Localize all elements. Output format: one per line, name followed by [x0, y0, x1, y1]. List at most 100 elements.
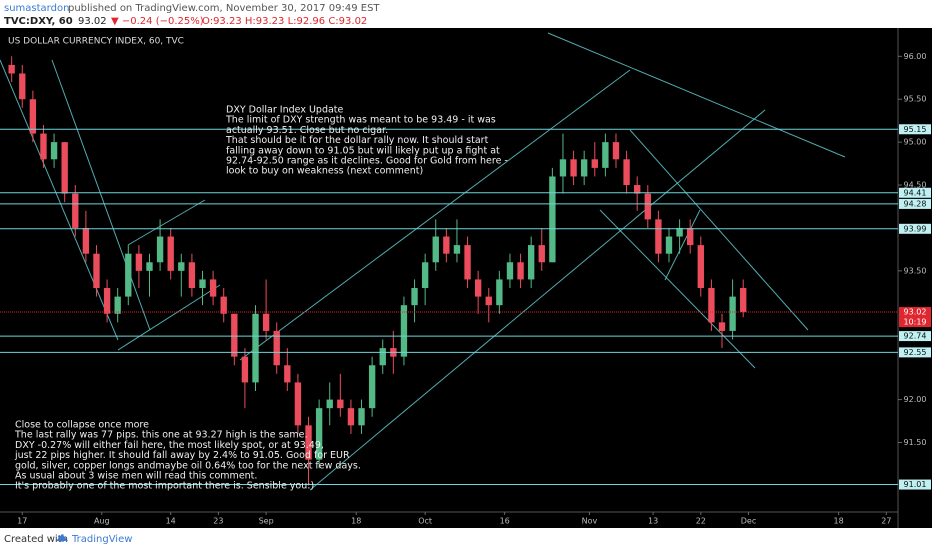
trend-line — [629, 129, 809, 331]
candle-body — [538, 245, 545, 263]
candle-body — [634, 185, 641, 194]
symbol: TVC:DXY, 60 — [4, 16, 73, 27]
candle-body — [326, 399, 333, 409]
candle-body — [591, 159, 598, 168]
annotation-line: just 22 pips higher. It should fall away… — [14, 450, 350, 461]
level-label: 92.55 — [904, 348, 927, 357]
annotation-line: The limit of DXY strength was meant to b… — [225, 115, 496, 126]
candle-body — [284, 365, 291, 383]
candle-body — [103, 288, 111, 314]
level-label-bg — [899, 331, 931, 342]
countdown: 10:19 — [903, 318, 926, 327]
trend-line — [547, 32, 846, 158]
candle-body — [432, 236, 439, 263]
candle-body — [220, 296, 227, 314]
candle-body — [421, 262, 429, 289]
trend-lines — [0, 32, 846, 491]
x-tick-label: 22 — [696, 517, 706, 526]
candle-body — [570, 159, 577, 177]
y-tick-label: 95.50 — [904, 95, 927, 104]
candle-body — [602, 142, 609, 168]
candle-body — [114, 296, 121, 314]
candle-body — [411, 288, 418, 306]
candle-body — [623, 159, 630, 186]
candle-body — [61, 142, 68, 194]
trend-line — [51, 59, 151, 331]
candle-body — [209, 279, 217, 297]
annotation-line: DXY Dollar Index Update — [226, 105, 344, 116]
x-tick-label: 18 — [834, 517, 844, 526]
candle-body — [82, 227, 90, 254]
y-tick-label: 95.00 — [904, 138, 927, 147]
annotation-line: DXY -0.27% will either fail here, the mo… — [15, 440, 324, 451]
candle-body — [687, 227, 694, 246]
x-tick-label: 16 — [500, 517, 510, 526]
candle-body — [496, 279, 503, 306]
candle-body — [252, 313, 259, 383]
last: 93.02 — [78, 16, 107, 27]
candle-body — [506, 262, 514, 280]
annotation-line: falling away down to 91.05 but will like… — [226, 145, 500, 156]
candle-body — [697, 245, 704, 289]
x-axis-bg — [0, 512, 932, 528]
candle-body — [718, 322, 726, 331]
footer-created: Created with — [4, 534, 68, 545]
level-label-bg — [899, 347, 931, 358]
y-tick-label: 91.50 — [904, 438, 927, 447]
candle-body — [135, 253, 143, 271]
candle-body — [8, 64, 15, 74]
candle-body — [72, 193, 79, 228]
level-label: 95.15 — [904, 125, 927, 134]
candle-body — [167, 236, 174, 271]
x-tick-label: Sep — [259, 517, 274, 526]
candle-body — [358, 408, 365, 426]
candle-body — [231, 313, 238, 357]
annotation-line: Close to collapse once more — [15, 420, 149, 431]
level-label: 93.99 — [904, 224, 927, 233]
level-label: 94.41 — [904, 188, 927, 197]
candle-body — [740, 288, 747, 313]
change: ▼ −0.24 (−0.25%) — [111, 16, 204, 27]
annotation-line: The last rally was 77 pips. this one at … — [14, 430, 308, 441]
candle-body — [644, 193, 651, 220]
candle-body — [199, 279, 206, 289]
level-label-bg — [899, 187, 931, 198]
annotation-line: gold, silver, copper longs andmaybe oil … — [15, 460, 361, 471]
trend-line — [599, 209, 756, 369]
candle-body — [50, 142, 58, 160]
candle-body — [379, 348, 386, 366]
x-tick-label: Dec — [741, 517, 756, 526]
x-tick-label: 23 — [213, 517, 223, 526]
x-tick-label: 18 — [351, 517, 361, 526]
candle-body — [156, 236, 164, 263]
ohlc: O:93.23 H:93.23 L:92.96 C:93.02 — [202, 16, 367, 27]
y-tick-label: 96.00 — [904, 52, 927, 61]
candle-body — [241, 356, 249, 383]
annotation-line: It's probably one of the most important … — [15, 481, 314, 492]
candle-body — [146, 262, 153, 271]
author[interactable]: sumastardon — [4, 3, 69, 14]
level-label: 91.01 — [904, 480, 927, 489]
candle-body — [19, 73, 26, 100]
candle-body — [580, 159, 588, 177]
candle-body — [188, 262, 196, 289]
annotation-line: look to buy on weakness (next comment) — [226, 166, 423, 177]
footer-brand[interactable]: TradingView — [71, 534, 132, 545]
trend-line — [309, 109, 766, 491]
footer-bg — [0, 528, 932, 550]
candle-body — [517, 262, 524, 280]
level-label-bg — [899, 198, 931, 209]
x-tick-label: 14 — [166, 517, 176, 526]
y-tick-label: 93.50 — [904, 266, 927, 275]
published: published on TradingView.com, November 3… — [68, 3, 380, 14]
last-price-bg — [899, 307, 931, 328]
candle-body — [305, 425, 312, 460]
annotation-line: 92.74-92.50 range as it declines. Good f… — [226, 156, 508, 167]
x-tick-label: Oct — [418, 517, 432, 526]
x-tick-label: Aug — [94, 517, 110, 526]
candle-body — [527, 245, 535, 280]
candle-body — [178, 262, 185, 271]
candle-body — [612, 142, 620, 160]
candle-body — [262, 313, 270, 331]
candle-body — [40, 133, 47, 160]
